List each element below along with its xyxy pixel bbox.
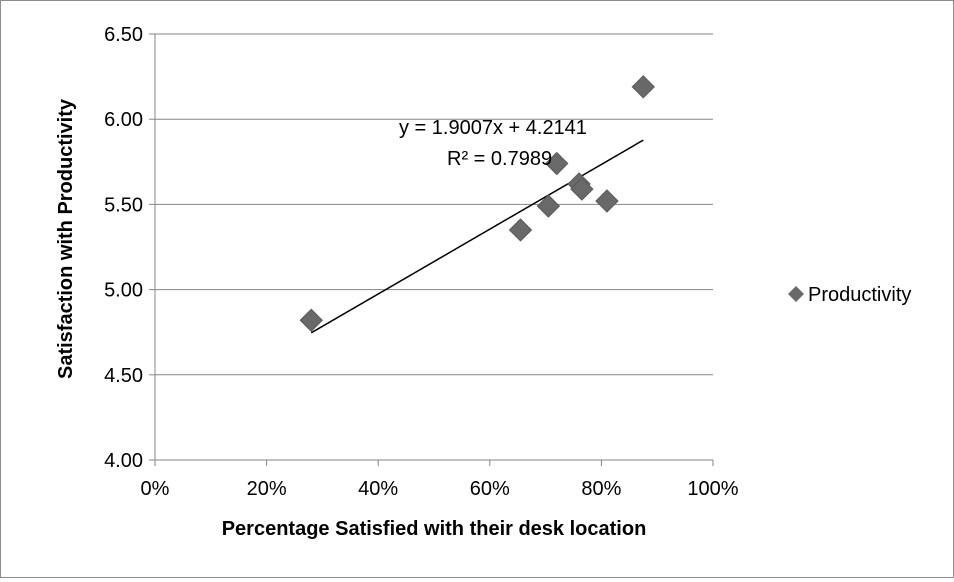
legend: Productivity [788, 284, 911, 306]
y-tick-label: 4.00 [104, 450, 143, 472]
x-tick-label: 60% [470, 478, 510, 500]
y-axis-title: Satisfaction with Productivity [55, 98, 77, 379]
y-tick-label: 5.50 [104, 194, 143, 216]
data-point [536, 194, 561, 218]
trendline-group [310, 139, 644, 334]
gridlines [155, 33, 713, 376]
y-tick-label: 6.00 [104, 109, 143, 131]
data-point [631, 75, 655, 99]
x-tick-label: 20% [247, 478, 287, 500]
axes: 4.00 4.50 5.00 5.50 6.00 6.50 0% 20% 40% 60% 80% 10… [104, 24, 739, 500]
y-tick-label: 4.50 [104, 365, 143, 387]
x-tick-label: 0% [141, 478, 170, 500]
y-tick-label: 6.50 [104, 24, 143, 46]
legend-label-productivity: Productivity [808, 284, 911, 306]
data-point [570, 177, 594, 201]
legend-marker-diamond-icon [788, 286, 804, 302]
trendline-r2-label: R² = 0.7989 [447, 148, 552, 170]
data-points [299, 75, 655, 332]
data-point [595, 189, 619, 213]
data-point [508, 218, 533, 242]
trendline [310, 139, 644, 334]
x-tick-label: 80% [581, 478, 621, 500]
data-point [545, 151, 569, 176]
x-tick-label: 100% [687, 478, 738, 500]
y-tick-label: 5.00 [104, 280, 143, 302]
x-axis-title: Percentage Satisfied with their desk loc… [222, 518, 647, 540]
data-point [299, 308, 323, 332]
trendline-equation-label: y = 1.9007x + 4.2141 [399, 117, 587, 139]
x-tick-label: 40% [358, 478, 398, 500]
